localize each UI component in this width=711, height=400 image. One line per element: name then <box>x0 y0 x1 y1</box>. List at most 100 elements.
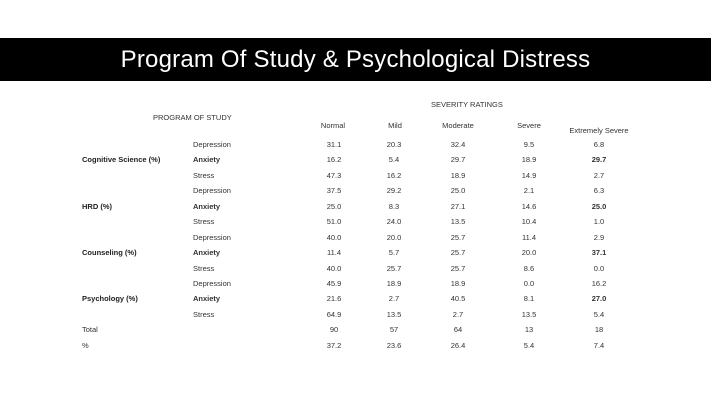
totals-label: % <box>82 340 89 350</box>
cell-moderate: 25.7 <box>450 248 466 258</box>
cell-severe: 14.9 <box>521 170 537 180</box>
total-mild: 23.6 <box>386 340 402 350</box>
cell-extremely-severe: 6.3 <box>593 186 605 196</box>
cell-moderate: 29.7 <box>450 155 466 165</box>
cell-extremely-severe: 16.2 <box>591 278 607 288</box>
table-row: Depression 37.5 29.2 25.0 2.1 6.3 <box>0 184 711 199</box>
cell-severe: 14.6 <box>521 201 537 211</box>
cell-mild: 20.0 <box>386 232 402 242</box>
measure-label: Depression <box>193 186 231 196</box>
cell-moderate: 25.0 <box>450 186 466 196</box>
cell-moderate: 18.9 <box>450 278 466 288</box>
measure-label: Stress <box>193 309 215 319</box>
cell-moderate: 27.1 <box>450 201 466 211</box>
cell-mild: 25.7 <box>386 263 402 273</box>
column-header-moderate: Moderate <box>442 121 474 130</box>
cell-extremely-severe: 0.0 <box>593 263 605 273</box>
cell-normal: 40.0 <box>326 263 342 273</box>
cell-mild: 24.0 <box>386 217 402 227</box>
cell-extremely-severe: 25.0 <box>591 201 607 211</box>
cell-moderate: 40.5 <box>450 294 466 304</box>
total-moderate: 26.4 <box>450 340 466 350</box>
column-header-extremely-severe: Extremely Severe <box>569 126 629 135</box>
cell-severe: 13.5 <box>521 309 537 319</box>
measure-label: Anxiety <box>193 155 221 165</box>
table-row: Stress 64.9 13.5 2.7 13.5 5.4 <box>0 308 711 323</box>
cell-mild: 5.7 <box>388 248 400 258</box>
total-normal: 90 <box>329 325 339 335</box>
table-row: Depression 45.9 18.9 18.9 0.0 16.2 <box>0 277 711 292</box>
cell-extremely-severe: 5.4 <box>593 309 605 319</box>
cell-severe: 0.0 <box>523 278 535 288</box>
measure-label: Depression <box>193 232 231 242</box>
cell-extremely-severe: 27.0 <box>591 294 607 304</box>
table-row: Depression 31.1 20.3 32.4 9.5 6.8 <box>0 138 711 153</box>
table-row: HRD (%) Anxiety 25.0 8.3 27.1 14.6 25.0 <box>0 200 711 215</box>
cell-normal: 64.9 <box>326 309 342 319</box>
table-row: Counseling (%) Anxiety 11.4 5.7 25.7 20.0 37.1 <box>0 246 711 261</box>
cell-mild: 2.7 <box>388 294 400 304</box>
cell-moderate: 2.7 <box>452 309 464 319</box>
severity-header: SEVERITY RATINGS <box>431 100 503 109</box>
measure-label: Anxiety <box>193 248 221 258</box>
totals-label: Total <box>82 325 98 335</box>
cell-mild: 20.3 <box>386 140 402 149</box>
cell-extremely-severe: 1.0 <box>593 217 605 227</box>
cell-severe: 9.5 <box>523 140 535 149</box>
column-header-mild: Mild <box>388 121 402 130</box>
total-mild: 57 <box>389 325 399 335</box>
table-row: Stress 47.3 16.2 18.9 14.9 2.7 <box>0 169 711 184</box>
cell-moderate: 13.5 <box>450 217 466 227</box>
cell-normal: 37.5 <box>326 186 342 196</box>
cell-extremely-severe: 37.1 <box>591 248 607 258</box>
cell-normal: 47.3 <box>326 170 342 180</box>
table-row: Stress 51.0 24.0 13.5 10.4 1.0 <box>0 215 711 230</box>
totals-row: Total 90 57 64 13 18 <box>0 323 711 338</box>
total-normal: 37.2 <box>326 340 342 350</box>
cell-mild: 29.2 <box>386 186 402 196</box>
program-label: Cognitive Science (%) <box>82 155 161 165</box>
cell-normal: 16.2 <box>326 155 342 165</box>
cell-severe: 20.0 <box>521 248 537 258</box>
measure-label: Anxiety <box>193 294 221 304</box>
table-row: Cognitive Science (%) Anxiety 16.2 5.4 29.7 1… <box>0 153 711 168</box>
table-row: Psychology (%) Anxiety 21.6 2.7 40.5 8.1 27.0 <box>0 292 711 307</box>
cell-moderate: 25.7 <box>450 263 466 273</box>
total-severe: 13 <box>524 325 534 335</box>
cell-mild: 16.2 <box>386 170 402 180</box>
program-header: PROGRAM OF STUDY <box>153 113 232 122</box>
total-extremely-severe: 7.4 <box>593 340 605 350</box>
cell-severe: 8.6 <box>523 263 535 273</box>
cell-extremely-severe: 6.8 <box>593 140 605 149</box>
cell-extremely-severe: 29.7 <box>591 155 607 165</box>
cell-severe: 18.9 <box>521 155 537 165</box>
cell-mild: 8.3 <box>388 201 400 211</box>
cell-normal: 40.0 <box>326 232 342 242</box>
cell-moderate: 25.7 <box>450 232 466 242</box>
measure-label: Depression <box>193 140 231 149</box>
cell-normal: 51.0 <box>326 217 342 227</box>
table-row: Stress 40.0 25.7 25.7 8.6 0.0 <box>0 262 711 277</box>
distress-table: Depression 31.1 20.3 32.4 9.5 6.8 Cognitive Sc… <box>0 138 711 354</box>
column-header-normal: Normal <box>320 121 346 130</box>
measure-label: Stress <box>193 217 215 227</box>
cell-moderate: 18.9 <box>450 170 466 180</box>
cell-normal: 11.4 <box>326 248 342 258</box>
cell-normal: 21.6 <box>326 294 342 304</box>
title-bar: Program Of Study & Psychological Distres… <box>0 38 711 81</box>
measure-label: Stress <box>193 170 215 180</box>
cell-normal: 25.0 <box>326 201 342 211</box>
slide-title: Program Of Study & Psychological Distres… <box>120 45 591 73</box>
cell-mild: 18.9 <box>386 278 402 288</box>
program-label: Counseling (%) <box>82 248 137 258</box>
column-header-severe: Severe <box>517 121 541 130</box>
cell-normal: 45.9 <box>326 278 342 288</box>
cell-mild: 5.4 <box>388 155 400 165</box>
cell-severe: 8.1 <box>523 294 535 304</box>
cell-moderate: 32.4 <box>450 140 466 149</box>
measure-label: Depression <box>193 278 231 288</box>
cell-severe: 2.1 <box>523 186 535 196</box>
total-extremely-severe: 18 <box>594 325 604 335</box>
program-label: HRD (%) <box>82 201 112 211</box>
program-label: Psychology (%) <box>82 294 138 304</box>
